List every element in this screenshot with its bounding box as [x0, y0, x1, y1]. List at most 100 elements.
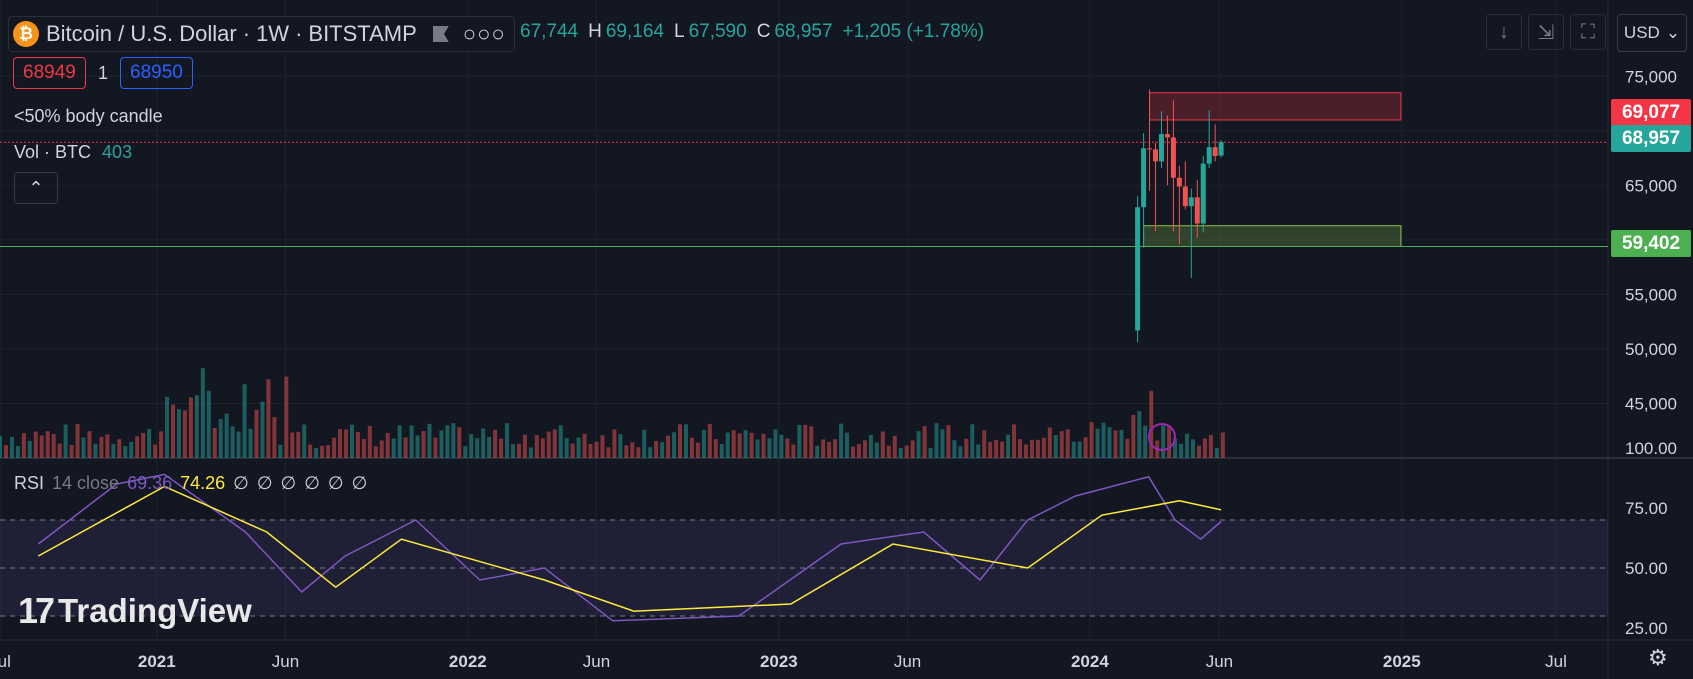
- fullscreen-button[interactable]: ⛶: [1570, 14, 1606, 50]
- download-icon: ↓: [1499, 20, 1509, 43]
- volume-legend[interactable]: Vol · BTC 403: [14, 142, 132, 163]
- exchange-label[interactable]: BITSTAMP: [308, 21, 417, 46]
- rsi-params: 14 close: [52, 473, 120, 493]
- volume-bar: [188, 397, 193, 458]
- buy-price-button[interactable]: 68950: [120, 57, 193, 89]
- time-tick-label: 2025: [1383, 652, 1421, 671]
- close-label: C: [756, 21, 771, 42]
- interval-label[interactable]: 1W: [256, 21, 290, 46]
- volume-bar: [338, 429, 343, 458]
- rsi-legend[interactable]: RSI 14 close 69.36 74.26 ∅ ∅ ∅ ∅ ∅ ∅: [14, 473, 367, 494]
- volume-bar: [1077, 441, 1082, 458]
- volume-bar: [391, 438, 396, 458]
- volume-bar: [272, 417, 277, 458]
- volume-bar: [952, 440, 957, 458]
- volume-bar: [1065, 429, 1070, 458]
- volume-bar: [349, 424, 354, 458]
- volume-bar: [1095, 428, 1100, 458]
- volume-bar: [332, 437, 337, 458]
- candle-body: [1158, 134, 1164, 162]
- volume-bar: [1059, 431, 1064, 458]
- ohlc-readout: 67,744 H 69,164 L 67,590 C 68,957 +1,205…: [520, 21, 990, 43]
- volume-bar: [1214, 447, 1219, 458]
- volume-bar: [320, 445, 325, 458]
- collapse-legend-button[interactable]: ⌃: [14, 172, 58, 204]
- volume-bar: [1006, 434, 1011, 458]
- volume-bar: [582, 433, 587, 458]
- volume-bar: [1179, 443, 1184, 458]
- volume-bar: [1000, 441, 1005, 458]
- volume-bar: [409, 425, 414, 458]
- volume-bar: [123, 446, 128, 458]
- volume-bar: [445, 425, 450, 458]
- time-tick-label: Jun: [272, 652, 299, 671]
- volume-bar: [1208, 435, 1213, 458]
- high-label: H: [588, 21, 602, 42]
- volume-bar: [701, 429, 706, 458]
- volume-bar: [916, 431, 921, 458]
- volume-bar: [93, 443, 98, 458]
- tradingview-logo[interactable]: 17 TradingView: [18, 590, 252, 632]
- level-price-badge: 59,402: [1611, 230, 1691, 257]
- symbol-title[interactable]: Bitcoin / U.S. Dollar: [46, 21, 237, 46]
- volume-bar: [1191, 439, 1196, 458]
- volume-bar: [928, 447, 933, 458]
- rsi-ma-line: [37, 485, 1222, 612]
- volume-bar: [833, 439, 838, 458]
- more-menu-icon[interactable]: ○○○: [462, 21, 506, 46]
- volume-bar: [1220, 432, 1225, 458]
- collapse-pane-button[interactable]: ⇲: [1528, 14, 1564, 50]
- volume-bar: [946, 425, 951, 458]
- settings-button[interactable]: ⚙: [1648, 645, 1674, 671]
- volume-bar: [451, 423, 456, 458]
- volume-bar: [1149, 390, 1154, 458]
- volume-value: 403: [102, 142, 133, 162]
- volume-bar: [743, 430, 748, 458]
- volume-bar: [117, 439, 122, 458]
- symbol-legend[interactable]: ₿ Bitcoin / U.S. Dollar · 1W · BITSTAMP …: [8, 16, 515, 52]
- volume-bar: [827, 441, 832, 458]
- flag-icon[interactable]: [432, 26, 449, 42]
- volume-bar: [1185, 433, 1190, 458]
- high-marker-badge: 69,077: [1611, 99, 1691, 126]
- time-tick-label: Jun: [583, 652, 610, 671]
- volume-bar: [1173, 438, 1178, 458]
- volume-bar: [135, 436, 140, 458]
- separator-dot: ·: [295, 21, 303, 46]
- volume-bar: [970, 424, 975, 458]
- volume-bar: [785, 438, 790, 458]
- volume-bar: [302, 424, 307, 458]
- volume-bar: [886, 445, 891, 458]
- currency-selector[interactable]: USD ⌄: [1617, 14, 1687, 52]
- volume-bar: [379, 440, 384, 458]
- rsi-tick-label: 50.00: [1625, 559, 1668, 578]
- tradingview-logo-icon: 17: [18, 590, 55, 631]
- volume-bar: [910, 440, 915, 458]
- volume-bar: [314, 447, 319, 458]
- volume-bar: [481, 428, 486, 458]
- volume-bar: [212, 427, 217, 458]
- volume-bar: [1071, 441, 1076, 458]
- volume-bar: [373, 446, 378, 458]
- price-tick-label: 65,000: [1625, 176, 1677, 195]
- volume-bar: [558, 425, 563, 458]
- volume-bar: [678, 424, 683, 458]
- indicator-label[interactable]: <50% body candle: [14, 106, 163, 126]
- time-tick-label: Jun: [1206, 652, 1233, 671]
- volume-bar: [1161, 425, 1166, 458]
- candle-body: [1194, 197, 1200, 224]
- candle-body: [1206, 147, 1212, 164]
- last-price-badge: 68,957: [1611, 125, 1691, 152]
- download-button[interactable]: ↓: [1486, 14, 1522, 50]
- candle-body: [1135, 207, 1141, 331]
- volume-bar: [976, 444, 981, 458]
- volume-bar: [326, 445, 331, 458]
- volume-bar: [1202, 438, 1207, 458]
- volume-bar: [892, 435, 897, 458]
- candle-body: [1212, 147, 1218, 156]
- volume-bar: [45, 431, 50, 458]
- sell-price-button[interactable]: 68949: [13, 57, 86, 89]
- candle-body: [1164, 134, 1170, 138]
- low-label: L: [673, 21, 685, 42]
